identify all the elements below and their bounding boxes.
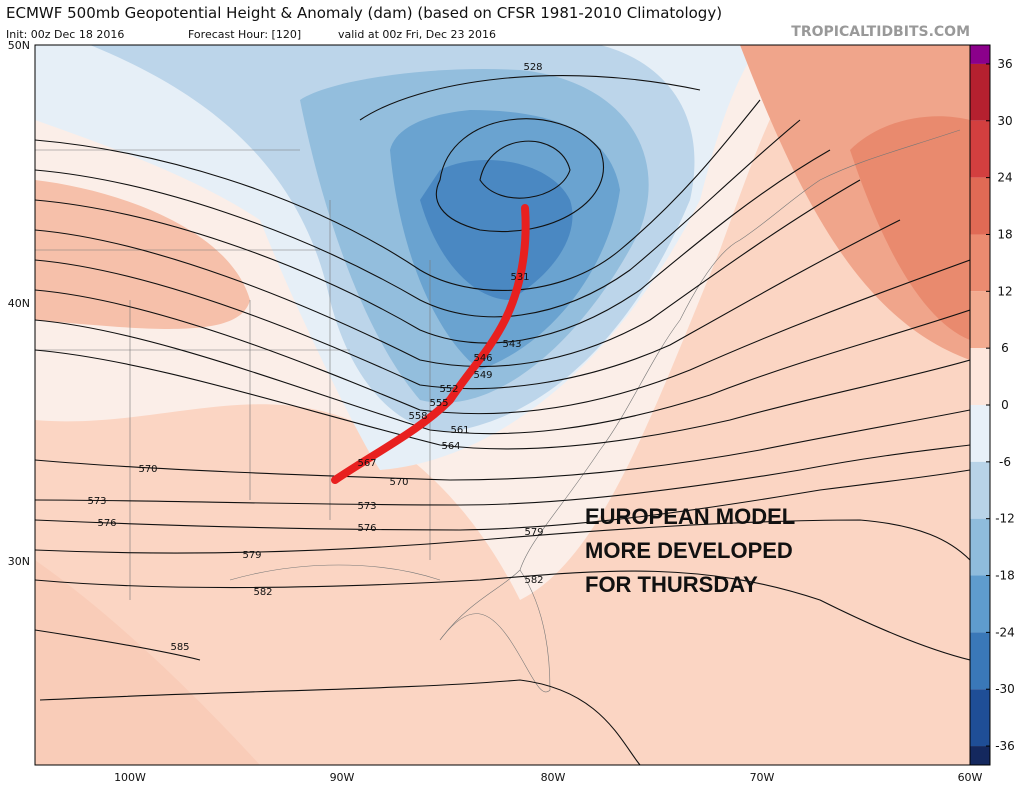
contour-label: 567 (357, 458, 376, 469)
init: Init: 00z Dec 18 2016 (6, 28, 124, 41)
forecast-hour: Forecast Hour: [120] (188, 28, 301, 41)
contour-label: 570 (138, 464, 157, 475)
contour-label: 582 (524, 575, 543, 586)
colorbar-band (970, 291, 990, 349)
colorbar-band (970, 746, 990, 765)
colorbar-band (970, 177, 990, 235)
source: TROPICALTIDBITS.COM (791, 24, 970, 40)
contour-label: 579 (242, 550, 261, 561)
contour-label: 543 (502, 339, 521, 350)
contour-label: 546 (473, 353, 492, 364)
lat-label: 40N (8, 297, 30, 310)
annotation: EUROPEAN MODEL (585, 504, 795, 529)
colorbar-tick-label: 18 (997, 227, 1012, 241)
valid-time: valid at 00z Fri, Dec 23 2016 (338, 28, 496, 41)
contour-label: 528 (523, 62, 542, 73)
annotation: FOR THURSDAY (585, 572, 758, 597)
colorbar-band (970, 120, 990, 178)
colorbar-band (970, 45, 990, 64)
colorbar-tick-label: 30 (997, 114, 1012, 128)
colorbar-band (970, 632, 990, 690)
contour-label: 564 (441, 441, 460, 452)
contour-labels: 528 531 543 546 549 552 555 558 561 564 … (87, 62, 543, 653)
colorbar-tick-label: -24 (995, 625, 1015, 639)
lat-label: 30N (8, 555, 30, 568)
lon-label: 80W (541, 771, 566, 784)
map: 528 531 543 546 549 552 555 558 561 564 … (35, 45, 970, 765)
annotation: MORE DEVELOPED (585, 538, 793, 563)
colorbar-tick-label: -6 (999, 455, 1011, 469)
colorbar-tick-label: 12 (997, 284, 1012, 298)
colorbar-band (970, 518, 990, 576)
colorbar-tick-label: 6 (1001, 341, 1009, 355)
colorbar-tick-label: -36 (995, 739, 1015, 753)
colorbar-band (970, 405, 990, 462)
contour-label: 576 (97, 518, 116, 529)
colorbar-band (970, 234, 990, 292)
contour-label: 582 (253, 587, 272, 598)
colorbar-band (970, 348, 990, 405)
contour-label: 552 (439, 384, 458, 395)
lon-label: 90W (330, 771, 355, 784)
contour-label: 570 (389, 477, 408, 488)
contour-label: 558 (408, 411, 427, 422)
colorbar-band (970, 63, 990, 121)
colorbar-band (970, 575, 990, 633)
contour-label: 573 (87, 496, 106, 507)
colorbar-tick-label: 24 (997, 171, 1012, 185)
colorbar-tick-label: -18 (995, 569, 1015, 583)
lon-label: 100W (114, 771, 146, 784)
contour-label: 531 (510, 272, 529, 283)
title: ECMWF 500mb Geopotential Height & Anomal… (6, 4, 722, 22)
lat-label: 50N (8, 39, 30, 52)
colorbar-band (970, 689, 990, 747)
contour-label: 579 (524, 527, 543, 538)
lon-label: 70W (750, 771, 775, 784)
colorbar-tick-label: 0 (1001, 398, 1009, 412)
colorbar-band (970, 461, 990, 519)
lon-label: 60W (958, 771, 983, 784)
contour-label: 555 (429, 398, 448, 409)
contour-label: 585 (170, 642, 189, 653)
contour-label: 549 (473, 370, 492, 381)
contour-label: 576 (357, 523, 376, 534)
colorbar-tick-label: -12 (995, 512, 1015, 526)
colorbar-tick-label: 36 (997, 57, 1012, 71)
colorbar: 36 30 24 18 12 6 0 -6 -12 -18 -24 -30 -36 (969, 44, 1015, 766)
contour-label: 573 (357, 501, 376, 512)
contour-label: 561 (450, 425, 469, 436)
colorbar-tick-label: -30 (995, 682, 1015, 696)
